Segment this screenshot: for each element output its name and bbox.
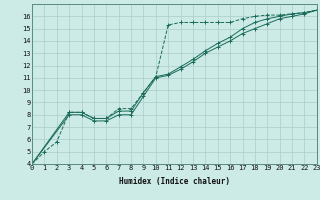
X-axis label: Humidex (Indice chaleur): Humidex (Indice chaleur) [119,177,230,186]
